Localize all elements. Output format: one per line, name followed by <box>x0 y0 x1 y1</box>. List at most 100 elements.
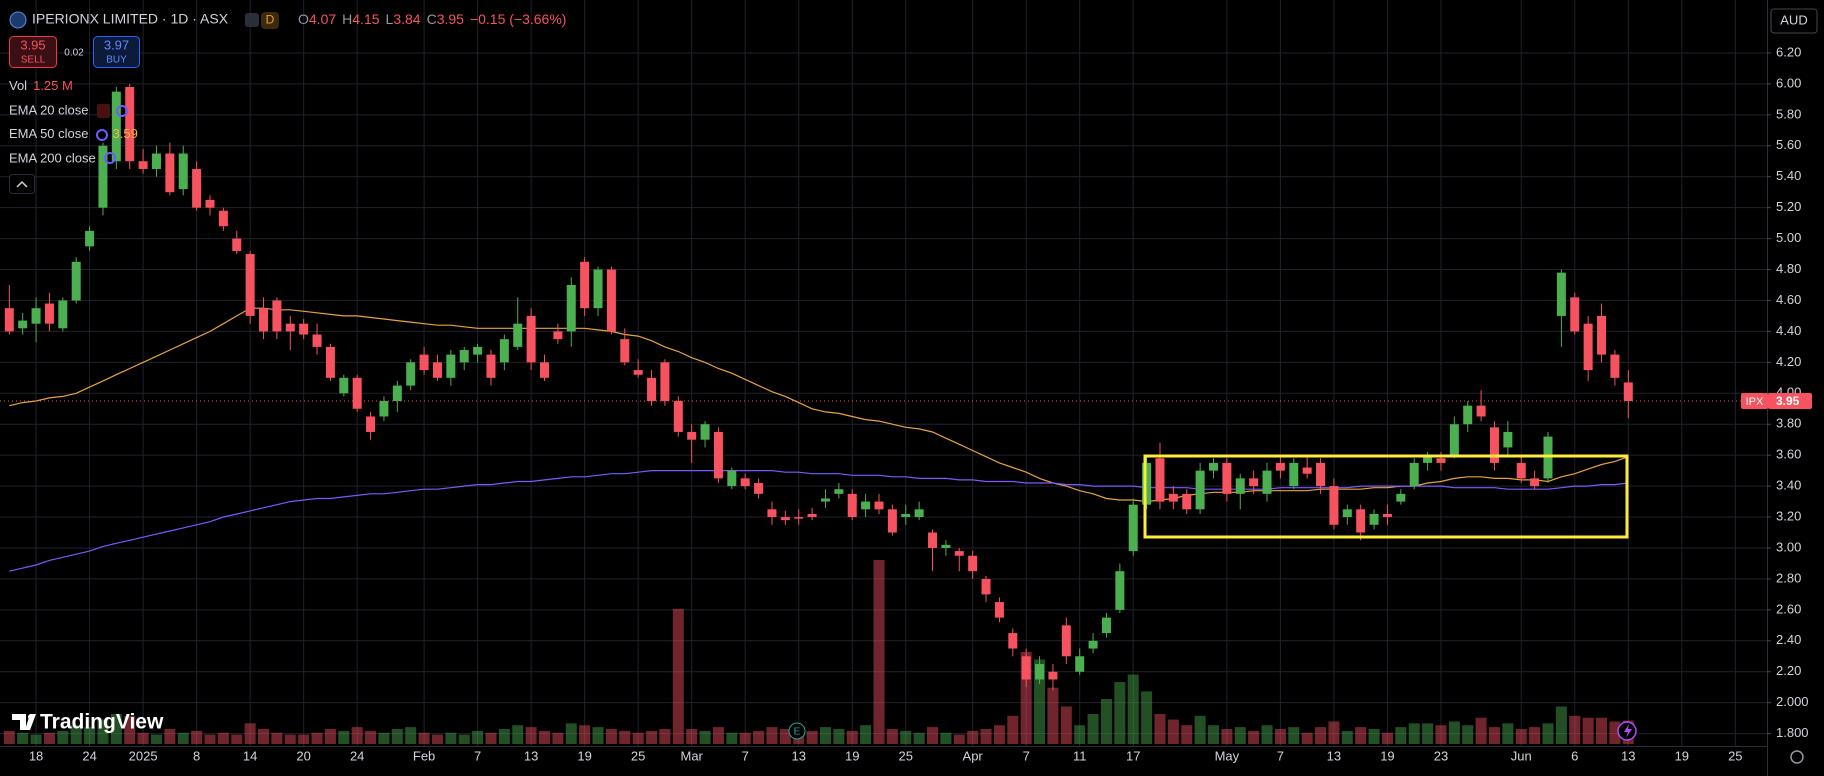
volume-bar <box>1047 687 1059 744</box>
volume-bar <box>993 725 1005 744</box>
volume-bar <box>1261 725 1273 744</box>
volume-bar <box>1355 727 1367 744</box>
sell-button[interactable] <box>9 36 57 68</box>
volume-bar <box>873 560 885 744</box>
candle-body <box>1262 470 1272 494</box>
candle-body <box>981 578 991 595</box>
candle-body <box>44 303 54 324</box>
volume-bar <box>458 734 470 744</box>
volume-bar <box>565 723 577 744</box>
volume-bar <box>1100 698 1112 744</box>
earnings-icon[interactable] <box>788 722 806 740</box>
candle-body <box>887 509 897 533</box>
candle-body <box>1369 513 1379 525</box>
x-tick-label: 13 <box>1621 748 1635 763</box>
c-label: C <box>427 11 437 27</box>
x-tick-label: 19 <box>1675 748 1689 763</box>
candle-body <box>1289 462 1299 487</box>
candle-body <box>740 478 750 487</box>
symbol-title: IPERIONX LIMITED · 1D · ASX <box>32 11 229 27</box>
volume-bar <box>338 730 350 744</box>
x-tick-label: 7 <box>742 748 749 763</box>
grid <box>0 0 1767 746</box>
vol-name: Vol <box>9 78 27 93</box>
y-tick-label: 6.00 <box>1776 75 1801 90</box>
x-tick-label: 25 <box>899 748 913 763</box>
volume-bar <box>900 730 912 744</box>
currency-button[interactable] <box>1770 8 1818 34</box>
loading-icon <box>96 129 108 141</box>
volume-bar <box>258 728 270 744</box>
volume-bar <box>1341 730 1353 744</box>
volume-bar <box>485 732 497 744</box>
candle-body <box>954 551 964 556</box>
volume-bar <box>1381 732 1393 744</box>
toggle[interactable] <box>245 13 259 27</box>
volume-bar <box>1221 728 1233 744</box>
loading-icon <box>104 152 116 164</box>
candle-body <box>1396 493 1406 502</box>
x-tick-label: 24 <box>82 748 96 763</box>
candle-body <box>1342 509 1352 518</box>
buy-price: 3.97 <box>104 37 129 52</box>
candle-body <box>874 501 884 510</box>
candle-body <box>540 362 549 378</box>
x-tick-label: 11 <box>1073 748 1087 763</box>
y-tick-label: 2.000 <box>1776 694 1809 709</box>
volume-bar <box>1087 713 1099 744</box>
volume-bar <box>445 732 457 744</box>
y-tick-label: 4.40 <box>1776 323 1801 338</box>
candle-body <box>1489 427 1499 463</box>
candle-body <box>1235 478 1245 494</box>
volume-bar <box>217 732 229 744</box>
candle-body <box>352 377 362 409</box>
volume-bar <box>1248 730 1260 744</box>
candle-body <box>780 517 790 521</box>
volume-bar <box>980 728 992 744</box>
volume-bar <box>739 732 751 744</box>
x-tick-label: 14 <box>243 748 257 763</box>
candle-body <box>1463 405 1473 425</box>
candle-body <box>1382 513 1392 518</box>
collapse-button[interactable] <box>9 174 35 194</box>
candle-body <box>1610 354 1620 378</box>
candle-body <box>1101 617 1111 634</box>
x-tick-label: 8 <box>193 748 200 763</box>
buy-button[interactable] <box>93 36 140 68</box>
price-tag <box>1768 393 1812 410</box>
volume-bar <box>1529 727 1541 744</box>
x-tick-label: 24 <box>350 748 364 763</box>
candle-body <box>807 513 817 518</box>
volume-bar <box>365 730 377 744</box>
y-tick-label: 3.00 <box>1776 539 1801 554</box>
volume-bar <box>699 730 711 744</box>
badge: D <box>266 13 275 27</box>
loading-icon <box>116 105 128 117</box>
candle-body <box>1155 458 1165 502</box>
volume-bar <box>1542 723 1554 744</box>
volume-bar <box>686 728 698 744</box>
volume-bar <box>512 725 524 744</box>
ema200-legend: EMA 200 close <box>9 150 96 165</box>
candle-body <box>847 493 857 518</box>
volume-bar <box>579 725 591 744</box>
settings-icon[interactable] <box>1790 750 1804 764</box>
candle-body <box>1583 323 1593 371</box>
volume-bar <box>391 728 403 744</box>
candle-body <box>1436 458 1446 463</box>
volume-bar <box>191 730 203 744</box>
rectangle-drawing[interactable] <box>1143 454 1629 539</box>
volume-bar <box>1502 723 1514 744</box>
candle-body <box>1275 462 1285 471</box>
candle-body <box>553 331 563 340</box>
volume-bar <box>70 725 82 744</box>
volume-bar <box>833 728 845 744</box>
volume-bar <box>1475 717 1487 744</box>
volume-bar <box>1408 723 1420 744</box>
x-tick-label: 13 <box>1327 748 1341 763</box>
candle-body <box>901 513 911 518</box>
candle-body <box>1168 493 1178 502</box>
candle-body <box>606 269 616 332</box>
candle-body <box>392 385 402 402</box>
volume-bar <box>43 732 55 744</box>
